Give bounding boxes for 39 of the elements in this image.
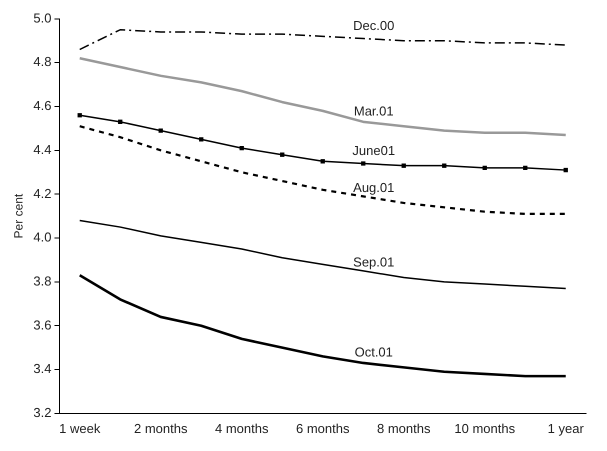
y-tick-label: 5.0 bbox=[33, 10, 52, 26]
y-tick-label: 4.2 bbox=[33, 186, 52, 201]
y-tick-label: 4.4 bbox=[33, 142, 52, 157]
y-tick-label: 4.6 bbox=[33, 98, 52, 114]
point bbox=[442, 164, 446, 168]
series-label: Mar.01 bbox=[354, 103, 394, 118]
series-label: Sep.01 bbox=[353, 254, 394, 270]
series-label: June01 bbox=[352, 142, 396, 158]
line-series bbox=[78, 125, 567, 216]
y-tick-label: 4.8 bbox=[33, 54, 52, 70]
y-tick-label: 3.6 bbox=[33, 317, 52, 332]
series-label: Aug.01 bbox=[353, 180, 394, 196]
point bbox=[523, 166, 528, 170]
y-axis-title: Per cent bbox=[12, 193, 26, 238]
y-tick-label: 3.4 bbox=[33, 361, 52, 376]
point bbox=[482, 166, 487, 170]
x-tick-label: 8 months bbox=[377, 420, 431, 436]
point bbox=[78, 113, 82, 118]
point bbox=[158, 128, 163, 133]
x-tick-label: 1 year bbox=[548, 420, 584, 436]
x-tick-label: 6 months bbox=[296, 420, 350, 436]
point bbox=[402, 164, 406, 168]
y-tick-label: 3.8 bbox=[33, 273, 52, 288]
point bbox=[199, 137, 204, 142]
series-label: Dec.00 bbox=[353, 18, 394, 33]
y-tick-label: 3.2 bbox=[33, 404, 52, 420]
line-series bbox=[78, 29, 566, 50]
point bbox=[240, 146, 244, 150]
point bbox=[320, 159, 325, 164]
x-tick-label: 4 months bbox=[214, 420, 269, 436]
x-tick-label: 10 months bbox=[454, 420, 516, 436]
point bbox=[361, 161, 366, 166]
series-label: Oct.01 bbox=[354, 344, 393, 360]
x-tick-label: 2 months bbox=[134, 420, 188, 436]
y-tick-label: 4.0 bbox=[33, 230, 52, 245]
point bbox=[280, 152, 284, 157]
x-tick-label: 1 week bbox=[59, 420, 101, 436]
point bbox=[564, 168, 568, 172]
point bbox=[118, 120, 122, 124]
